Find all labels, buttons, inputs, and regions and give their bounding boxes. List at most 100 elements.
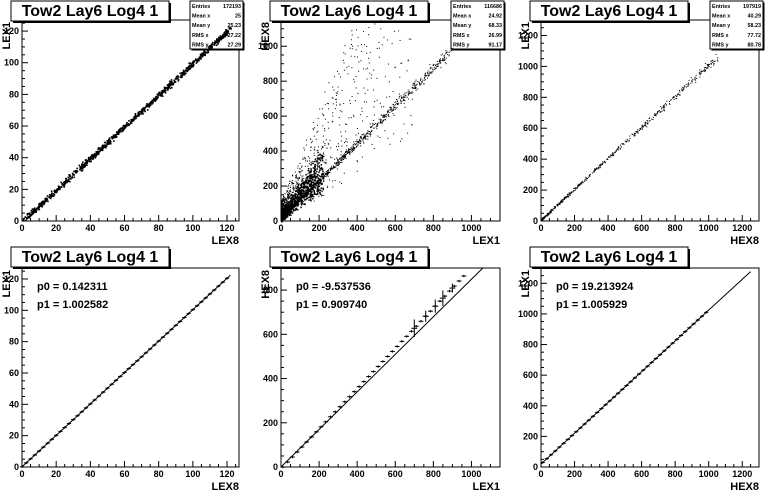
scatter-core-point [322, 170, 324, 173]
scatter-point [316, 181, 318, 183]
scatter-point [140, 109, 143, 111]
scatter-point [382, 120, 384, 122]
scatter-core-point [311, 184, 313, 187]
scatter-core-point [306, 189, 309, 192]
scatter-point [153, 99, 156, 102]
x-tick-label: 0 [19, 223, 24, 233]
scatter-noise-point [311, 142, 313, 144]
scatter-point [445, 50, 447, 52]
scatter-point [360, 142, 362, 144]
scatter-noise-point [346, 141, 348, 143]
scatter-point [440, 67, 442, 69]
scatter-point [323, 175, 325, 177]
scatter-point [416, 81, 418, 83]
scatter-point [202, 54, 205, 56]
scatter-point [87, 157, 90, 160]
scatter-point [567, 194, 569, 196]
scatter-core-point [316, 187, 319, 190]
scatter-point [387, 112, 389, 114]
scatter-core-point [306, 195, 308, 198]
scatter-point [92, 155, 94, 158]
scatter-point [316, 182, 318, 184]
scatter-point [25, 219, 27, 222]
scatter-point [417, 88, 419, 90]
scatter-point [633, 135, 635, 137]
scatter-core-point [295, 207, 298, 210]
scatter-point [624, 140, 626, 142]
scatter-core-point [310, 191, 313, 194]
scatter-noise-point [357, 45, 359, 47]
scatter-point [207, 46, 210, 48]
title-box [10, 246, 170, 268]
scatter-noise-point [389, 96, 391, 98]
scatter-core-point [294, 203, 297, 205]
scatter-noise-point [322, 152, 324, 154]
scatter-point [86, 159, 89, 162]
scatter-point [106, 140, 108, 142]
scatter-point [160, 91, 163, 94]
scatter-noise-point [410, 115, 412, 117]
scatter-core-point [317, 188, 320, 191]
scatter-noise-point [360, 60, 362, 62]
scatter-point [161, 90, 164, 93]
scatter-point [706, 64, 708, 66]
scatter-point [376, 124, 378, 126]
scatter-core-point [306, 185, 309, 188]
scatter-point [376, 123, 378, 125]
scatter-core-point [293, 200, 295, 202]
scatter-point [419, 83, 421, 85]
scatter-point [546, 214, 548, 216]
scatter-noise-point [350, 44, 352, 46]
scatter-core-point [322, 155, 325, 158]
scatter-noise-point [408, 93, 410, 95]
scatter-point [427, 72, 429, 74]
scatter-point [86, 162, 88, 164]
scatter-point [713, 64, 715, 66]
scatter-point [572, 191, 574, 193]
scatter-point [384, 115, 386, 117]
scatter-point [172, 82, 175, 85]
scatter-noise-point [358, 61, 360, 63]
scatter-point [348, 148, 350, 150]
scatter-point [426, 77, 428, 79]
scatter-noise-point [289, 213, 291, 215]
scatter-point [597, 168, 599, 170]
scatter-noise-point [340, 151, 342, 153]
scatter-point [390, 109, 392, 111]
scatter-noise-point [288, 207, 290, 209]
y-tick-label: 600 [523, 123, 538, 133]
scatter-point [61, 183, 64, 185]
scatter-point [148, 106, 151, 108]
scatter-point [75, 171, 78, 174]
scatter-noise-point [309, 157, 311, 159]
scatter-point [84, 159, 87, 161]
scatter-point [84, 164, 87, 167]
scatter-point [317, 181, 319, 183]
scatter-noise-point [296, 183, 298, 185]
scatter-point [394, 107, 396, 109]
y-tick-label: 800 [523, 92, 538, 102]
scatter-point [541, 218, 543, 220]
scatter-core-point [317, 151, 319, 154]
scatter-core-point [304, 194, 306, 197]
scatter-point [191, 64, 194, 67]
scatter-noise-point [299, 171, 301, 173]
scatter-noise-point [335, 101, 337, 103]
scatter-point [371, 129, 373, 131]
scatter-noise-point [363, 142, 365, 144]
scatter-point [181, 74, 184, 76]
scatter-core-point [302, 195, 305, 197]
scatter-point [116, 133, 118, 135]
scatter-noise-point [291, 192, 293, 194]
scatter-point [541, 218, 543, 220]
scatter-core-point [321, 159, 324, 162]
scatter-noise-point [358, 70, 360, 72]
scatter-point [340, 154, 342, 156]
scatter-point [591, 172, 593, 174]
scatter-point [385, 114, 387, 116]
scatter-core-point [314, 158, 317, 160]
scatter-noise-point [357, 142, 359, 144]
scatter-point [391, 110, 393, 112]
scatter-point [62, 181, 65, 184]
scatter-point [175, 75, 178, 78]
